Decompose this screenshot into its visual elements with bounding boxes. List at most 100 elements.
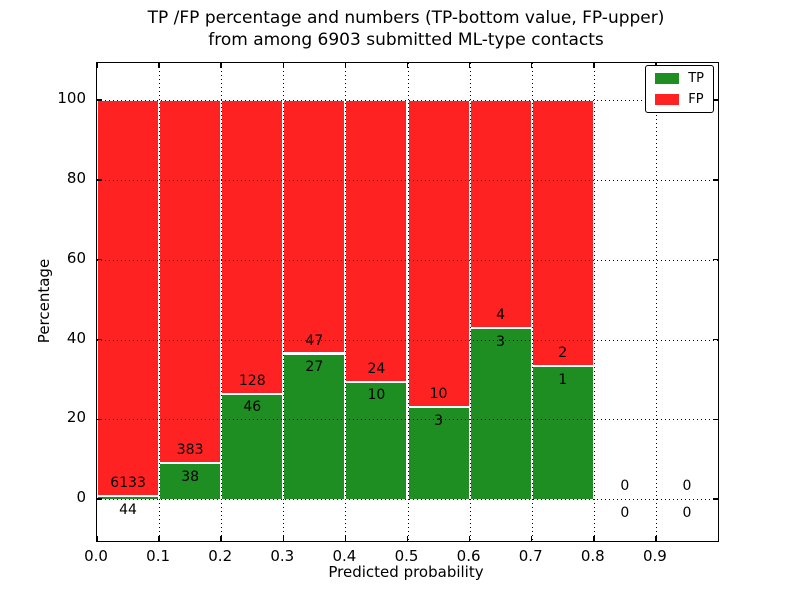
tp-count-label: 46 <box>243 399 262 416</box>
v-gridline <box>407 63 409 541</box>
x-tick-mark <box>468 536 471 541</box>
bar-tp-segment <box>221 393 284 500</box>
v-gridline <box>469 63 471 541</box>
x-tick-label: 0.2 <box>208 547 233 565</box>
fp-count-label: 47 <box>305 332 324 349</box>
tp-count-label: 27 <box>305 359 324 375</box>
x-tick-mark-top <box>468 63 471 68</box>
y-tick-label: 40 <box>66 328 86 347</box>
x-axis-label: Predicted probability <box>328 563 484 581</box>
bar-fp-segment <box>531 100 594 367</box>
tp-count-label: 1 <box>558 371 568 388</box>
bar-fp-segment <box>221 100 284 394</box>
tp-count-label: 44 <box>119 501 137 518</box>
legend-item: TP <box>655 72 704 85</box>
tp-count-label: 3 <box>496 333 506 350</box>
bar-fp-segment <box>283 100 346 354</box>
x-tick-mark <box>344 536 347 541</box>
y-tick-mark <box>97 498 102 500</box>
v-gridline <box>531 63 533 541</box>
y-tick-label: 80 <box>66 168 86 187</box>
tp-count-label: 38 <box>181 468 200 485</box>
y-tick-mark <box>97 99 102 101</box>
fp-count-label: 10 <box>429 386 448 403</box>
y-tick-mark-right <box>713 498 718 500</box>
chart-title-line1: TP /FP percentage and numbers (TP-bottom… <box>147 8 665 28</box>
fp-count-label: 24 <box>367 360 386 377</box>
x-tick-mark <box>406 536 409 541</box>
x-tick-mark <box>593 536 595 541</box>
x-tick-mark-top <box>96 63 98 68</box>
tp-count-label: 3 <box>434 412 444 429</box>
legend-item: FP <box>655 93 704 106</box>
y-tick-mark-right <box>713 99 718 101</box>
x-tick-mark-top <box>158 63 160 68</box>
bar-fp-segment <box>469 100 532 329</box>
x-tick-label: 0.8 <box>580 547 605 565</box>
y-tick-label: 0 <box>76 488 86 507</box>
chart-title-line2: from among 6903 submitted ML-type contac… <box>208 30 604 50</box>
y-tick-mark-right <box>713 179 718 181</box>
x-tick-mark-top <box>406 63 409 68</box>
y-tick-mark <box>97 258 102 261</box>
x-tick-mark-top <box>344 63 347 68</box>
y-tick-mark-right <box>713 258 718 261</box>
bar-tp-segment <box>531 366 594 500</box>
v-gridline <box>345 63 347 541</box>
tp-count-label: 10 <box>367 387 386 404</box>
fp-count-label: 2 <box>558 345 568 362</box>
y-tick-label: 100 <box>57 89 86 108</box>
x-tick-label: 0.6 <box>456 547 481 565</box>
x-tick-label: 0.0 <box>84 547 108 565</box>
legend-swatch-fp <box>655 94 680 105</box>
fp-count-label: 0 <box>682 478 692 495</box>
x-tick-label: 0.9 <box>642 547 667 565</box>
tp-count-label: 0 <box>620 504 630 521</box>
y-tick-label: 60 <box>66 248 86 267</box>
bar-tp-segment <box>97 496 160 500</box>
x-tick-mark-top <box>593 63 595 68</box>
y-tick-mark-right <box>713 418 718 421</box>
bar-tp-segment <box>345 381 408 500</box>
chart-title: TP /FP percentage and numbers (TP-bottom… <box>148 7 665 51</box>
fp-count-label: 0 <box>620 478 630 495</box>
bar-fp-segment <box>407 100 470 407</box>
legend-swatch-tp <box>655 73 680 84</box>
x-tick-mark <box>282 536 285 541</box>
v-gridline <box>655 63 657 541</box>
x-tick-mark <box>96 536 98 541</box>
x-tick-mark <box>220 536 222 541</box>
x-tick-mark <box>655 536 657 541</box>
v-gridline <box>221 63 223 541</box>
y-tick-mark <box>97 418 102 421</box>
bar-fp-segment <box>97 100 160 497</box>
y-tick-mark-right <box>713 338 718 341</box>
bar-tp-segment <box>469 328 532 500</box>
bar-fp-segment <box>159 100 222 464</box>
v-gridline <box>593 63 595 541</box>
v-gridline <box>159 63 161 541</box>
x-tick-mark-top <box>220 63 222 68</box>
x-tick-label: 0.3 <box>270 547 295 565</box>
tp-count-label: 0 <box>682 504 692 521</box>
v-gridline <box>283 63 285 541</box>
bar-tp-segment <box>283 353 346 500</box>
plot-area: 6133 44 383 38 128 46 47 27 24 10 10 3 4 3 2 1 0 0 0 0 TP FP <box>96 62 719 542</box>
fp-count-label: 128 <box>238 372 266 389</box>
x-tick-mark <box>530 536 533 541</box>
x-tick-label: 0.1 <box>146 547 171 565</box>
x-tick-mark-top <box>530 63 533 68</box>
x-tick-mark-top <box>282 63 285 68</box>
x-tick-mark <box>158 536 160 541</box>
x-tick-label: 0.5 <box>394 547 419 565</box>
fp-count-label: 6133 <box>110 475 146 492</box>
y-tick-mark <box>97 338 102 341</box>
x-tick-label: 0.7 <box>518 547 543 565</box>
legend-label: FP <box>688 92 704 107</box>
fp-count-label: 383 <box>176 442 204 459</box>
legend-label: TP <box>688 71 704 86</box>
x-tick-label: 0.4 <box>332 547 357 565</box>
y-tick-mark <box>97 179 102 181</box>
y-tick-label: 20 <box>66 408 86 427</box>
